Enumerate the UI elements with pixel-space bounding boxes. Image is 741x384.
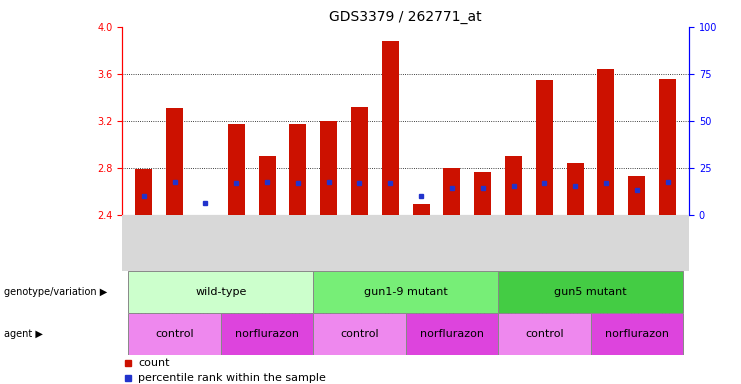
Bar	[567, 163, 584, 215]
Bar	[474, 172, 491, 215]
Text: percentile rank within the sample: percentile rank within the sample	[138, 372, 326, 383]
Bar	[382, 41, 399, 215]
Text: norflurazon: norflurazon	[420, 329, 484, 339]
Bar	[406, 313, 498, 355]
Bar	[498, 313, 591, 355]
Text: control: control	[156, 329, 194, 339]
Bar	[136, 169, 153, 215]
Text: genotype/variation ▶: genotype/variation ▶	[4, 287, 107, 297]
Text: count: count	[138, 358, 170, 368]
Bar	[128, 313, 221, 355]
Text: control: control	[340, 329, 379, 339]
Bar	[498, 271, 683, 313]
Text: norflurazon: norflurazon	[235, 329, 299, 339]
Bar	[313, 271, 498, 313]
Bar	[597, 69, 614, 215]
Bar	[166, 108, 183, 215]
Bar	[659, 79, 676, 215]
Bar	[628, 176, 645, 215]
Bar	[320, 121, 337, 215]
Bar	[591, 313, 683, 355]
Bar	[505, 156, 522, 215]
Bar	[536, 80, 553, 215]
Bar	[413, 204, 430, 215]
Bar	[259, 156, 276, 215]
Bar	[313, 313, 406, 355]
Text: control: control	[525, 329, 564, 339]
Bar	[351, 107, 368, 215]
Text: agent ▶: agent ▶	[4, 329, 42, 339]
Text: norflurazon: norflurazon	[605, 329, 669, 339]
Title: GDS3379 / 262771_at: GDS3379 / 262771_at	[330, 10, 482, 25]
Bar	[227, 124, 245, 215]
Text: wild-type: wild-type	[195, 287, 247, 297]
Bar	[221, 313, 313, 355]
Text: gun5 mutant: gun5 mutant	[554, 287, 627, 297]
Bar	[443, 168, 460, 215]
Bar	[290, 124, 306, 215]
Text: gun1-9 mutant: gun1-9 mutant	[364, 287, 448, 297]
Bar	[128, 271, 313, 313]
